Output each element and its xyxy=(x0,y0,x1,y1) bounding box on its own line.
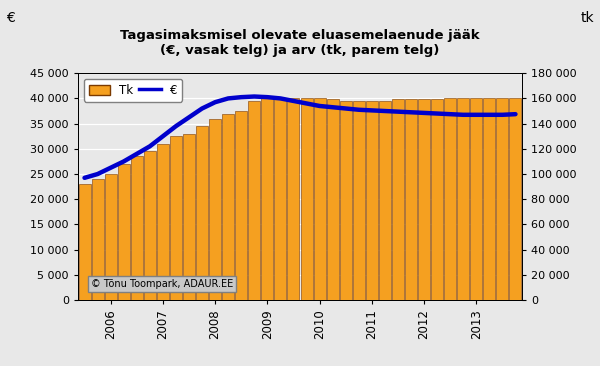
Text: Tagasimaksmisel olevate eluasemelaenude jääk
(€, vasak telg) ja arv (tk, parem t: Tagasimaksmisel olevate eluasemelaenude … xyxy=(120,29,480,57)
Bar xyxy=(366,101,378,300)
Bar xyxy=(196,126,208,300)
Bar xyxy=(222,113,234,300)
Bar xyxy=(209,119,221,300)
Bar xyxy=(496,98,508,300)
Text: €: € xyxy=(6,11,15,25)
Bar xyxy=(470,98,482,300)
Legend: Tk, €: Tk, € xyxy=(84,79,182,101)
Bar xyxy=(301,98,313,300)
Bar xyxy=(405,100,417,300)
Bar xyxy=(157,144,169,300)
Bar xyxy=(118,164,130,300)
Bar xyxy=(287,98,299,300)
Bar xyxy=(79,184,91,300)
Bar xyxy=(183,134,195,300)
Bar xyxy=(431,100,443,300)
Bar xyxy=(104,174,116,300)
Bar xyxy=(457,98,469,300)
Bar xyxy=(326,100,338,300)
Bar xyxy=(418,100,430,300)
Bar xyxy=(170,136,182,300)
Bar xyxy=(235,111,247,300)
Bar xyxy=(92,179,104,300)
Bar xyxy=(274,98,286,300)
Bar xyxy=(379,101,391,300)
Bar xyxy=(392,100,404,300)
Bar xyxy=(144,152,156,300)
Text: tk: tk xyxy=(580,11,594,25)
Bar xyxy=(509,98,521,300)
Bar xyxy=(484,98,496,300)
Bar xyxy=(131,156,143,300)
Bar xyxy=(262,98,274,300)
Bar xyxy=(314,98,326,300)
Bar xyxy=(353,101,365,300)
Bar xyxy=(340,101,352,300)
Text: © Tõnu Toompark, ADAUR.EE: © Tõnu Toompark, ADAUR.EE xyxy=(91,279,233,289)
Bar xyxy=(444,98,456,300)
Bar xyxy=(248,101,260,300)
